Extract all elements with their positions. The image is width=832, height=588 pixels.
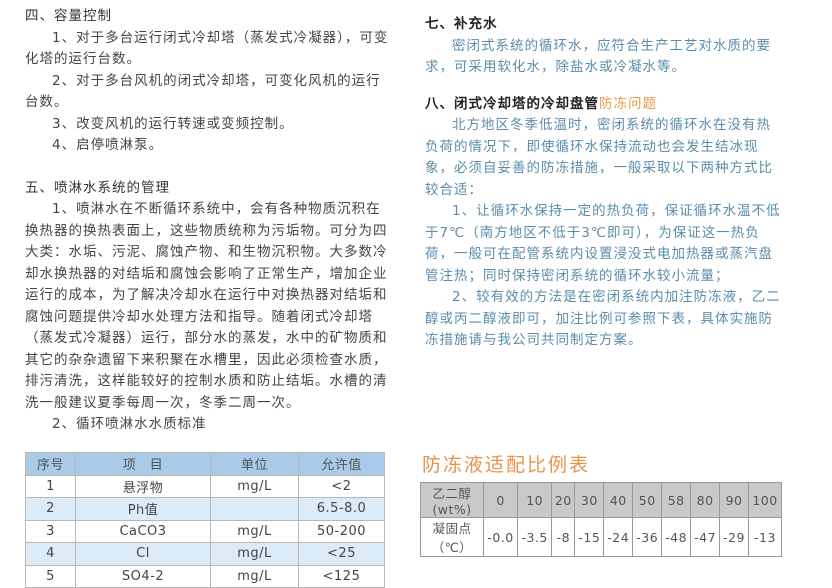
right-column: 七、补充水 密闭式系统的循环水，应符合生产工艺对水质的要求，可采用软化水，除盐水… — [425, 14, 785, 352]
cell: -8 — [551, 517, 576, 557]
cell: 90 — [719, 482, 749, 518]
cell: 4 — [25, 542, 76, 566]
column-header: 项 目 — [75, 452, 211, 476]
water-quality-table: 序号 项 目 单位 允许值 1 悬浮物 mg/L <2 2 Ph值 6.5-8.0 3 Ca… — [25, 452, 385, 588]
cell: -3.5 — [517, 517, 553, 557]
antifreeze-table-title: 防冻液适配比例表 — [422, 454, 591, 476]
cell: 0 — [482, 482, 519, 518]
cell: 1 — [25, 474, 76, 498]
column-header: 单位 — [210, 452, 299, 476]
cell: 80 — [690, 482, 721, 518]
section-8-title-text: 八、闭式冷却塔的冷却盘管 — [425, 95, 599, 112]
row-label: 凝固点（℃） — [420, 517, 484, 557]
cell: 58 — [661, 482, 692, 518]
cell: mg/L — [210, 474, 299, 498]
section-4-item: 2、对于多台风机的闭式冷却塔，可变化风机的运行台数。 — [25, 72, 381, 111]
cell: 20 — [551, 482, 576, 518]
section-4-item: 3、改变风机的运行转速或变频控制。 — [52, 115, 294, 132]
row-label: 乙二醇(wt%) — [420, 482, 484, 518]
table-row: 乙二醇(wt%) 0 10 20 30 40 50 58 80 90 100 — [420, 482, 783, 518]
cell: mg/L — [210, 564, 299, 588]
cell: <125 — [298, 564, 385, 588]
section-8-item-2: 2、较有效的方法是在密闭系统内加注防冻液，乙二醇或丙二醇液即可，加注比例可参照下… — [425, 289, 781, 348]
cell: -29 — [719, 517, 749, 557]
cell: 50-200 — [298, 519, 385, 543]
cell: mg/L — [210, 542, 299, 566]
section-8-title-highlight: 防冻问题 — [599, 95, 657, 112]
cell: mg/L — [210, 519, 299, 543]
cell: 2 — [25, 497, 76, 521]
cell: 5 — [25, 564, 76, 588]
section-8-title: 八、闭式冷却塔的冷却盘管防冻问题 — [425, 94, 785, 116]
cell: -24 — [603, 517, 634, 557]
left-column: 四、容量控制 1、对于多台运行闭式冷却塔（蒸发式冷凝器），可变化塔的运行台数。 … — [25, 6, 395, 436]
section-4-title: 四、容量控制 — [25, 8, 112, 24]
cell: <2 — [298, 474, 385, 498]
cell: 50 — [632, 482, 663, 518]
section-5-title: 五、喷淋水系统的管理 — [25, 179, 170, 196]
column-header: 序号 — [25, 452, 76, 476]
table-row: 3 CaCO3 mg/L 50-200 — [25, 519, 385, 543]
cell: -0.0 — [482, 517, 519, 557]
cell: -48 — [661, 517, 692, 557]
section-7-paragraph: 密闭式系统的循环水，应符合生产工艺对水质的要求，可采用软化水，除盐水或冷凝水等。 — [425, 37, 771, 76]
section-4-item: 4、启停喷淋泵。 — [52, 137, 164, 153]
cell: -13 — [747, 517, 783, 557]
cell: 40 — [603, 482, 634, 518]
table-row: 1 悬浮物 mg/L <2 — [25, 474, 385, 498]
cell: -15 — [574, 517, 605, 557]
section-4-item: 1、对于多台运行闭式冷却塔（蒸发式冷凝器），可变化塔的运行台数。 — [25, 29, 389, 68]
cell: CaCO3 — [75, 519, 211, 543]
column-header: 允许值 — [298, 452, 385, 476]
cell: 100 — [747, 482, 783, 518]
table-caption: 2、循环喷淋水水质标准 — [52, 416, 207, 432]
cell: <25 — [298, 542, 385, 566]
cell: -36 — [632, 517, 663, 557]
cell: Ph值 — [75, 497, 211, 521]
cell: 10 — [517, 482, 553, 518]
cell: 3 — [25, 519, 76, 543]
table-row: 4 Cl mg/L <25 — [25, 542, 385, 566]
cell — [210, 497, 299, 521]
section-8-item-1: 1、让循环水保持一定的热负荷，保证循环水温不低于7℃（南方地区不低于3℃即可），… — [425, 203, 781, 284]
table-row: 2 Ph值 6.5-8.0 — [25, 497, 385, 521]
table-row: 5 SO4-2 mg/L <125 — [25, 564, 385, 588]
cell: SO4-2 — [75, 564, 211, 588]
table-row: 凝固点（℃） -0.0 -3.5 -8 -15 -24 -36 -48 -47 -29 -13 — [420, 517, 783, 557]
cell: 悬浮物 — [75, 474, 211, 498]
cell: 6.5-8.0 — [298, 497, 385, 521]
antifreeze-ratio-table: 乙二醇(wt%) 0 10 20 30 40 50 58 80 90 100 凝固点（℃） -0.… — [420, 482, 783, 557]
cell: -47 — [690, 517, 721, 557]
section-5-paragraph: 1、喷淋水在不断循环系统中，会有各种物质沉积在换热器的换热表面上，这些物质统称为… — [25, 201, 388, 411]
cell: 30 — [574, 482, 605, 518]
section-7-title: 七、补充水 — [425, 16, 498, 32]
cell: Cl — [75, 542, 211, 566]
section-8-paragraph: 北方地区冬季低温时，密闭系统的循环水在没有热负荷的情况下，即使循环水保持流动也会… — [425, 117, 773, 198]
